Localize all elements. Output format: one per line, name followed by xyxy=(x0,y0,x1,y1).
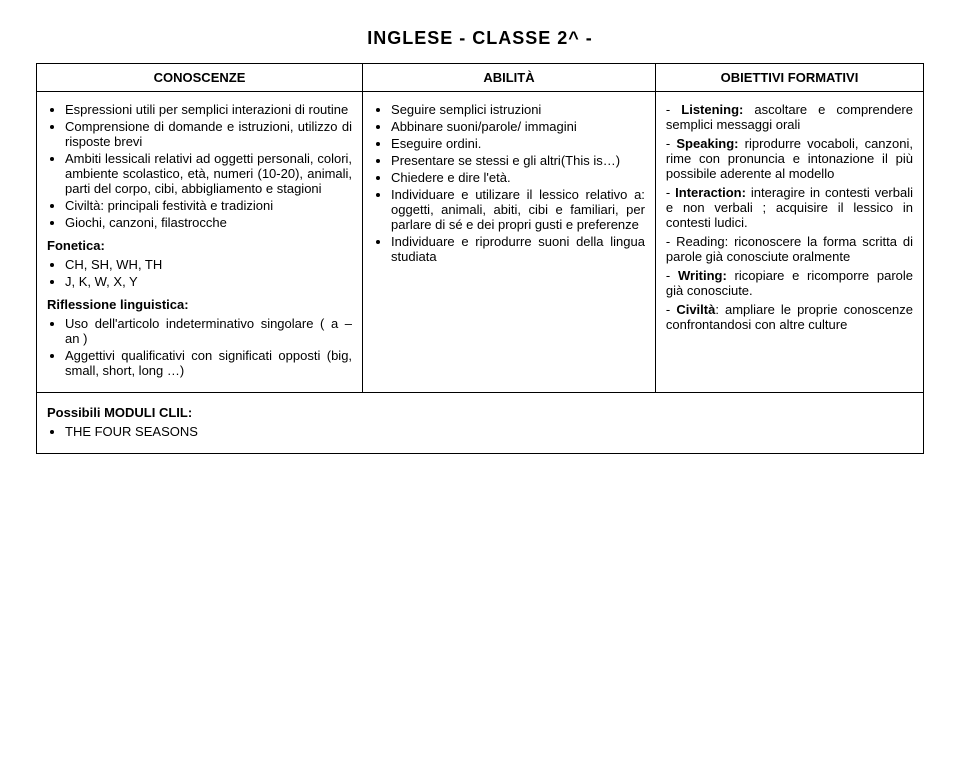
abilita-list: Seguire semplici istruzioni Abbinare suo… xyxy=(373,102,645,264)
header-conoscenze: CONOSCENZE xyxy=(37,64,363,92)
obiettivo-item: - Interaction: interagire in contesti ve… xyxy=(666,185,913,230)
list-item: Presentare se stessi e gli altri(This is… xyxy=(391,153,645,168)
list-item: Uso dell'articolo indeterminativo singol… xyxy=(65,316,352,346)
list-item: Abbinare suoni/parole/ immagini xyxy=(391,119,645,134)
cell-obiettivi: - Listening: ascoltare e comprendere sem… xyxy=(655,92,923,393)
obiettivo-item: - Writing: ricopiare e ricomporre parole… xyxy=(666,268,913,298)
conoscenze-list: Espressioni utili per semplici interazio… xyxy=(47,102,352,230)
riflessione-list: Uso dell'articolo indeterminativo singol… xyxy=(47,316,352,378)
list-item: Espressioni utili per semplici interazio… xyxy=(65,102,352,117)
list-item: Seguire semplici istruzioni xyxy=(391,102,645,117)
list-item: Individuare e riprodurre suoni della lin… xyxy=(391,234,645,264)
header-abilita: ABILITÀ xyxy=(363,64,656,92)
list-item: Eseguire ordini. xyxy=(391,136,645,151)
moduli-heading: Possibili MODULI CLIL: xyxy=(47,405,913,420)
fonetica-heading: Fonetica: xyxy=(47,238,352,253)
cell-moduli: Possibili MODULI CLIL: THE FOUR SEASONS xyxy=(37,393,924,454)
cell-abilita: Seguire semplici istruzioni Abbinare suo… xyxy=(363,92,656,393)
obiettivo-item: - Civiltà: ampliare le proprie conoscenz… xyxy=(666,302,913,332)
header-obiettivi: OBIETTIVI FORMATIVI xyxy=(655,64,923,92)
list-item: CH, SH, WH, TH xyxy=(65,257,352,272)
moduli-list: THE FOUR SEASONS xyxy=(47,424,913,439)
curriculum-table: CONOSCENZE ABILITÀ OBIETTIVI FORMATIVI E… xyxy=(36,63,924,454)
list-item: Individuare e utilizare il lessico relat… xyxy=(391,187,645,232)
list-item: THE FOUR SEASONS xyxy=(65,424,913,439)
list-item: Ambiti lessicali relativi ad oggetti per… xyxy=(65,151,352,196)
list-item: Civiltà: principali festività e tradizio… xyxy=(65,198,352,213)
fonetica-list: CH, SH, WH, TH J, K, W, X, Y xyxy=(47,257,352,289)
riflessione-heading: Riflessione linguistica: xyxy=(47,297,352,312)
page-title: INGLESE - CLASSE 2^ - xyxy=(36,28,924,49)
obiettivo-item: - Listening: ascoltare e comprendere sem… xyxy=(666,102,913,132)
list-item: Comprensione di domande e istruzioni, ut… xyxy=(65,119,352,149)
list-item: Aggettivi qualificativi con significati … xyxy=(65,348,352,378)
obiettivo-item: - Speaking: riprodurre vocaboli, canzoni… xyxy=(666,136,913,181)
list-item: Chiedere e dire l'età. xyxy=(391,170,645,185)
list-item: J, K, W, X, Y xyxy=(65,274,352,289)
cell-conoscenze: Espressioni utili per semplici interazio… xyxy=(37,92,363,393)
list-item: Giochi, canzoni, filastrocche xyxy=(65,215,352,230)
obiettivo-item: - Reading: riconoscere la forma scritta … xyxy=(666,234,913,264)
